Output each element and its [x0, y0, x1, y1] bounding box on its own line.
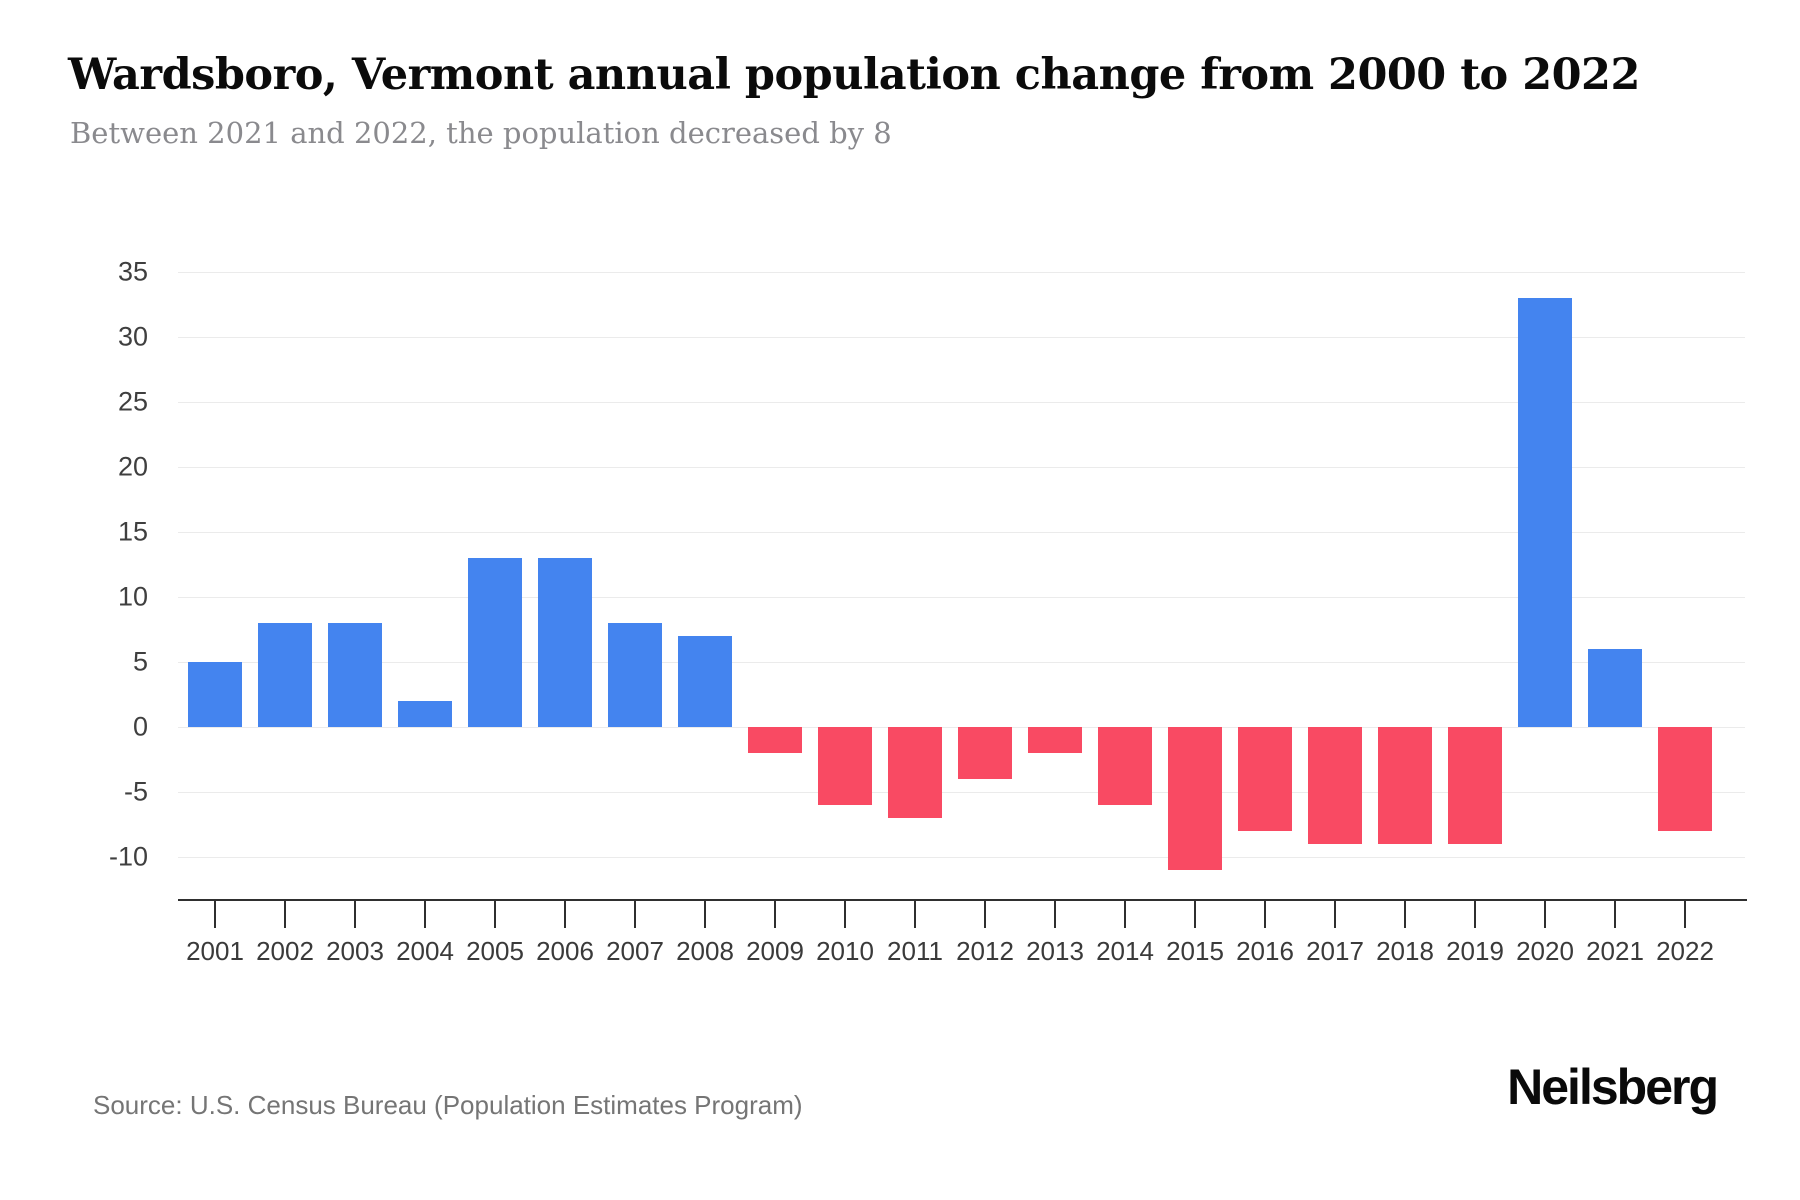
x-axis-tick-2022 [1684, 901, 1686, 928]
x-axis-label-2016: 2016 [1236, 936, 1294, 966]
x-axis-tick-2008 [704, 901, 706, 928]
x-axis-label-2007: 2007 [606, 936, 664, 966]
x-axis-label-2012: 2012 [956, 936, 1014, 966]
gridline-y-5 [178, 662, 1745, 663]
x-axis-tick-2015 [1194, 901, 1196, 928]
gridline-y-20 [178, 467, 1745, 468]
bar-2002 [258, 623, 312, 727]
x-axis-label-2017: 2017 [1306, 936, 1364, 966]
bar-2017 [1308, 727, 1362, 844]
y-axis-label-0: 0 [132, 711, 148, 742]
x-axis-tick-2020 [1544, 901, 1546, 928]
y-axis-label--10: -10 [108, 841, 148, 872]
gridline-y--5 [178, 792, 1745, 793]
x-axis-tick-2007 [634, 901, 636, 928]
neilsberg-logo: Neilsberg [1507, 1059, 1719, 1115]
x-axis-label-2005: 2005 [466, 936, 524, 966]
x-axis-tick-2001 [214, 901, 216, 928]
bar-2011 [888, 727, 942, 818]
gridline-y-30 [178, 337, 1745, 338]
bar-2012 [958, 727, 1012, 779]
x-axis-tick-2003 [354, 901, 356, 928]
chart-subtitle: Between 2021 and 2022, the population de… [70, 116, 892, 150]
chart-title: Wardsboro, Vermont annual population cha… [68, 50, 1640, 100]
bar-2006 [538, 558, 592, 727]
x-axis-tick-2004 [424, 901, 426, 928]
x-axis-tick-2006 [564, 901, 566, 928]
x-axis-tick-2012 [984, 901, 986, 928]
x-axis-label-2022: 2022 [1656, 936, 1714, 966]
gridline-y-10 [178, 597, 1745, 598]
x-axis-tick-2013 [1054, 901, 1056, 928]
gridline-y-35 [178, 272, 1745, 273]
x-axis-label-2004: 2004 [396, 936, 454, 966]
x-axis-tick-2005 [494, 901, 496, 928]
bar-2003 [328, 623, 382, 727]
x-axis-tick-2021 [1614, 901, 1616, 928]
y-axis-label-10: 10 [117, 581, 148, 612]
gridline-y--10 [178, 857, 1745, 858]
x-axis-label-2014: 2014 [1096, 936, 1154, 966]
x-axis-tick-2010 [844, 901, 846, 928]
gridline-y-15 [178, 532, 1745, 533]
x-axis-tick-2009 [774, 901, 776, 928]
x-axis-label-2020: 2020 [1516, 936, 1574, 966]
x-axis-tick-2016 [1264, 901, 1266, 928]
source-note: Source: U.S. Census Bureau (Population E… [93, 1090, 803, 1120]
x-axis-tick-2014 [1124, 901, 1126, 928]
bar-2013 [1028, 727, 1082, 753]
y-axis-label-5: 5 [132, 646, 148, 677]
x-axis-line [178, 899, 1747, 901]
x-axis-label-2013: 2013 [1026, 936, 1084, 966]
bar-2015 [1168, 727, 1222, 870]
y-axis-label-15: 15 [117, 516, 148, 547]
x-axis-label-2008: 2008 [676, 936, 734, 966]
bar-2018 [1378, 727, 1432, 844]
bar-2016 [1238, 727, 1292, 831]
x-axis-label-2001: 2001 [186, 936, 244, 966]
bar-2019 [1448, 727, 1502, 844]
x-axis-label-2018: 2018 [1376, 936, 1434, 966]
bar-2020 [1518, 298, 1572, 727]
x-axis-label-2021: 2021 [1586, 936, 1644, 966]
bar-2021 [1588, 649, 1642, 727]
x-axis-label-2009: 2009 [746, 936, 804, 966]
x-axis-label-2011: 2011 [887, 936, 943, 966]
x-axis-tick-2002 [284, 901, 286, 928]
bar-2010 [818, 727, 872, 805]
y-axis-label-35: 35 [117, 256, 148, 287]
y-axis-label--5: -5 [123, 776, 148, 807]
bar-2004 [398, 701, 452, 727]
x-axis-label-2010: 2010 [816, 936, 874, 966]
x-axis-label-2003: 2003 [326, 936, 384, 966]
bar-2009 [748, 727, 802, 753]
bar-2005 [468, 558, 522, 727]
x-axis-label-2015: 2015 [1166, 936, 1224, 966]
gridline-y-25 [178, 402, 1745, 403]
y-axis-label-25: 25 [117, 386, 148, 417]
x-axis-tick-2017 [1334, 901, 1336, 928]
x-axis-label-2006: 2006 [536, 936, 594, 966]
bar-2001 [188, 662, 242, 727]
x-axis-label-2019: 2019 [1446, 936, 1504, 966]
bar-2014 [1098, 727, 1152, 805]
y-axis-label-20: 20 [117, 451, 148, 482]
x-axis-tick-2019 [1474, 901, 1476, 928]
bar-2008 [678, 636, 732, 727]
y-axis-label-30: 30 [117, 321, 148, 352]
x-axis-label-2002: 2002 [256, 936, 314, 966]
x-axis-tick-2011 [914, 901, 916, 928]
bar-2022 [1658, 727, 1712, 831]
x-axis-tick-2018 [1404, 901, 1406, 928]
bar-2007 [608, 623, 662, 727]
